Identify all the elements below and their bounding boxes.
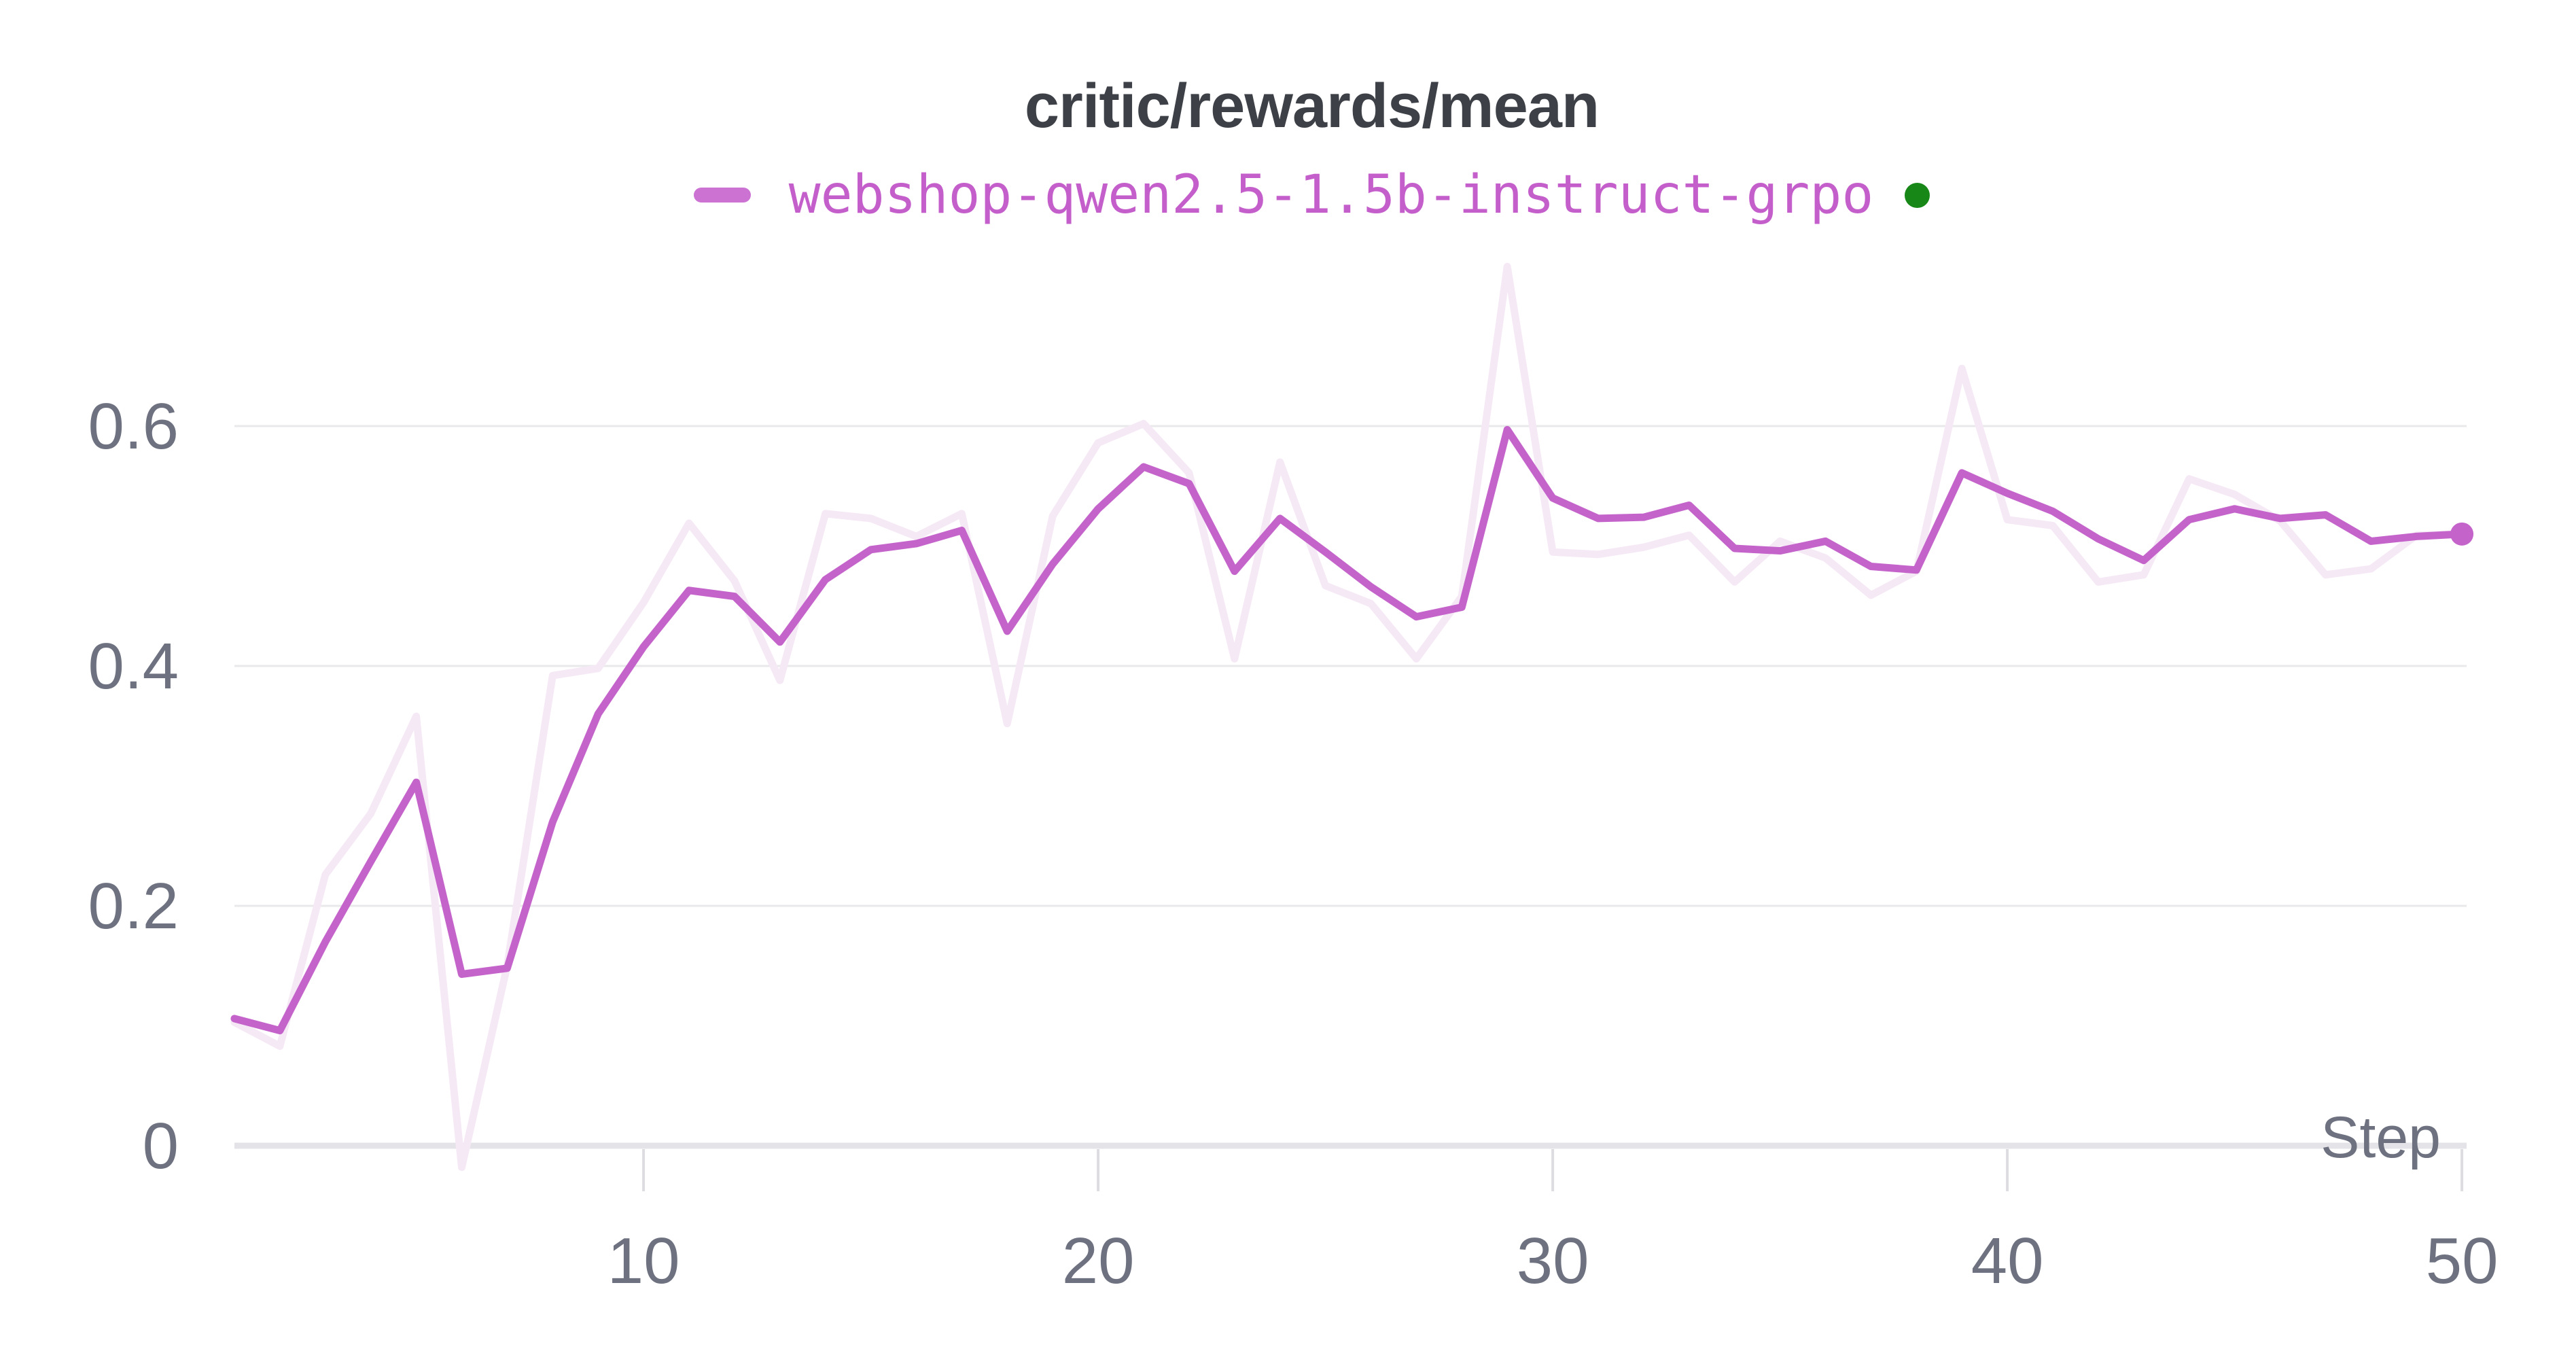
x-tick-label: 50	[2426, 1225, 2499, 1297]
x-tick-label: 30	[1517, 1225, 1589, 1297]
legend-run-name[interactable]: webshop-qwen2.5-1.5b-instruct-grpo	[788, 164, 1874, 226]
y-tick-label: 0.6	[88, 390, 179, 463]
smoothed-series-line[interactable]	[230, 425, 2466, 1035]
raw-series-line[interactable]	[230, 262, 2466, 1172]
legend-line-swatch	[693, 188, 751, 203]
chart-title: critic/rewards/mean	[1024, 71, 1600, 141]
x-tick-label: 20	[1062, 1225, 1135, 1297]
y-tick-label: 0	[143, 1110, 179, 1182]
x-tick-label: 10	[607, 1225, 680, 1297]
chart-legend: webshop-qwen2.5-1.5b-instruct-grpo	[48, 169, 2576, 222]
x-axis-title: Step	[2321, 1105, 2441, 1170]
y-tick-label: 0.4	[88, 630, 179, 703]
y-tick-label: 0.2	[88, 870, 179, 943]
latest-point-dot[interactable]	[2450, 522, 2474, 546]
x-tick-label: 40	[1971, 1225, 2044, 1297]
run-status-dot	[1905, 182, 1930, 208]
